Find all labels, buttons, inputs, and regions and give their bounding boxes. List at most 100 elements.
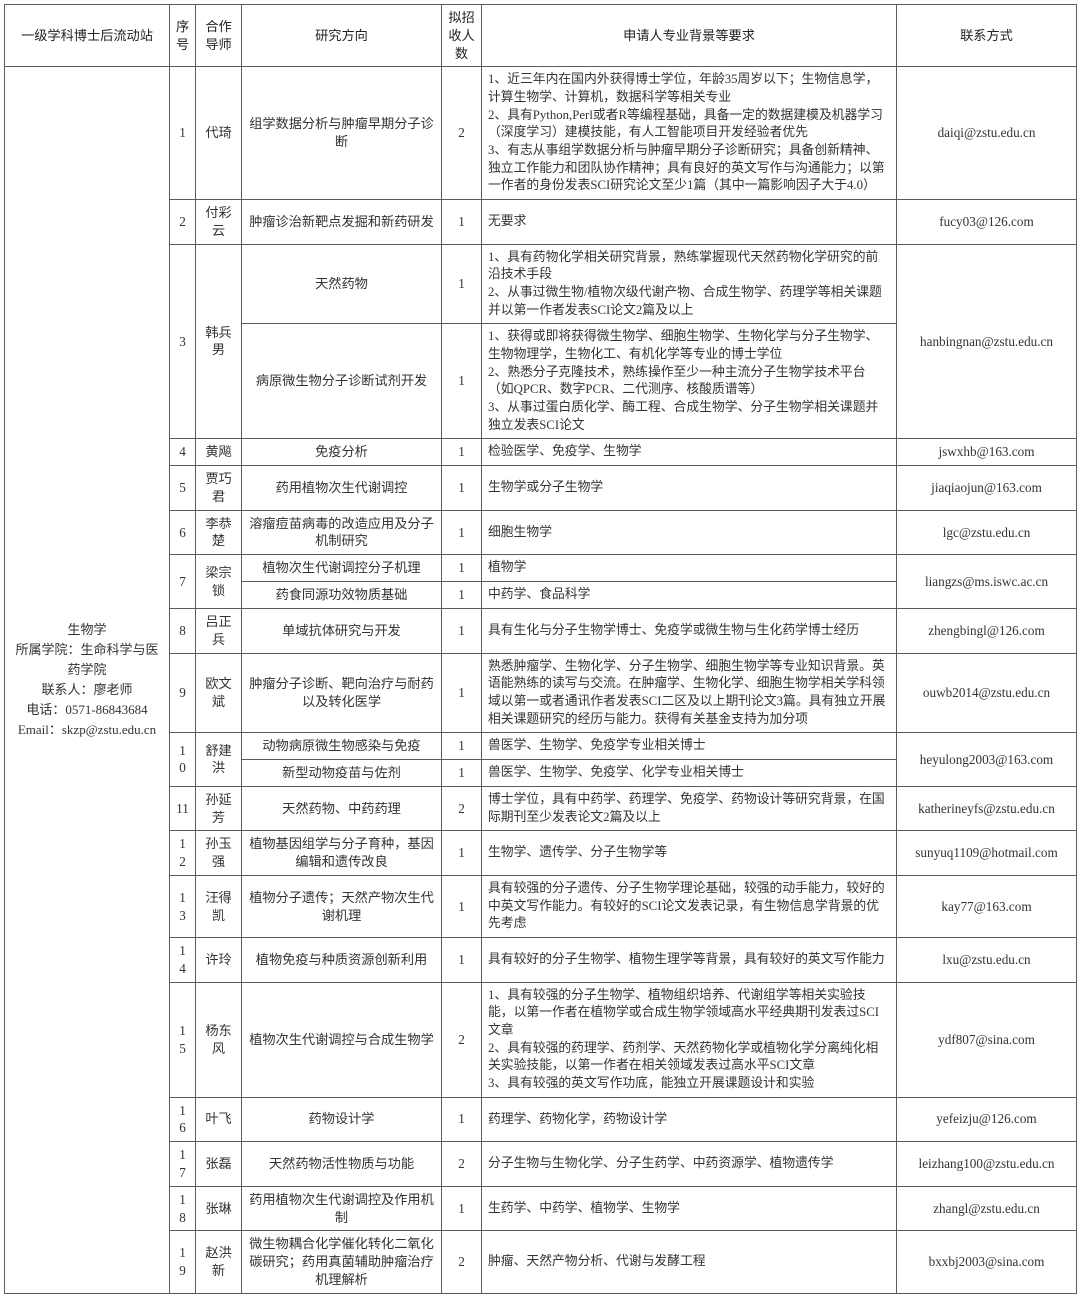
- header-station: 一级学科博士后流动站: [5, 5, 170, 67]
- seq-cell: 15: [170, 982, 196, 1097]
- direction-cell: 药用植物次生代谢调控: [242, 466, 442, 511]
- requirements-cell: 生药学、中药学、植物学、生物学: [482, 1186, 897, 1231]
- contact-cell: leizhang100@zstu.edu.cn: [897, 1142, 1077, 1187]
- requirements-cell: 具有生化与分子生物学博士、免疫学或微生物与生化药学博士经历: [482, 608, 897, 653]
- seq-cell: 3: [170, 244, 196, 439]
- advisor-cell: 汪得凯: [196, 876, 242, 938]
- direction-cell: 天然药物活性物质与功能: [242, 1142, 442, 1187]
- direction-cell: 组学数据分析与肿瘤早期分子诊断: [242, 67, 442, 200]
- contact-cell: katherineyfs@zstu.edu.cn: [897, 786, 1077, 831]
- count-cell: 1: [442, 555, 482, 582]
- direction-cell: 天然药物、中药药理: [242, 786, 442, 831]
- direction-cell: 微生物耦合化学催化转化二氧化碳研究；药用真菌辅助肿瘤治疗机理解析: [242, 1231, 442, 1293]
- count-cell: 1: [442, 439, 482, 466]
- table-row: 生物学所属学院：生命科学与医药学院联系人：廖老师电话：0571-86843684…: [5, 67, 1077, 200]
- count-cell: 1: [442, 510, 482, 555]
- requirements-cell: 分子生物与生物化学、分子生药学、中药资源学、植物遗传学: [482, 1142, 897, 1187]
- advisor-cell: 吕正兵: [196, 608, 242, 653]
- count-cell: 1: [442, 876, 482, 938]
- advisor-cell: 贾巧君: [196, 466, 242, 511]
- seq-cell: 17: [170, 1142, 196, 1187]
- count-cell: 2: [442, 982, 482, 1097]
- count-cell: 1: [442, 938, 482, 983]
- header-seq: 序号: [170, 5, 196, 67]
- requirements-cell: 1、具有较强的分子生物学、植物组织培养、代谢组学等相关实验技能，以第一作者在植物…: [482, 982, 897, 1097]
- contact-cell: lxu@zstu.edu.cn: [897, 938, 1077, 983]
- direction-cell: 新型动物疫苗与佐剂: [242, 759, 442, 786]
- count-cell: 2: [442, 1142, 482, 1187]
- contact-cell: jiaqiaojun@163.com: [897, 466, 1077, 511]
- advisor-cell: 孙玉强: [196, 831, 242, 876]
- requirements-cell: 兽医学、生物学、免疫学专业相关博士: [482, 733, 897, 760]
- header-row: 一级学科博士后流动站序号合作导师研究方向拟招收人数申请人专业背景等要求联系方式: [5, 5, 1077, 67]
- seq-cell: 13: [170, 876, 196, 938]
- advisor-cell: 孙延芳: [196, 786, 242, 831]
- seq-cell: 9: [170, 653, 196, 733]
- contact-cell: kay77@163.com: [897, 876, 1077, 938]
- advisor-cell: 欧文斌: [196, 653, 242, 733]
- requirements-cell: 细胞生物学: [482, 510, 897, 555]
- seq-cell: 2: [170, 200, 196, 245]
- seq-cell: 4: [170, 439, 196, 466]
- contact-cell: hanbingnan@zstu.edu.cn: [897, 244, 1077, 439]
- direction-cell: 肿瘤分子诊断、靶向治疗与耐药以及转化医学: [242, 653, 442, 733]
- advisor-cell: 赵洪新: [196, 1231, 242, 1293]
- seq-cell: 1: [170, 67, 196, 200]
- contact-cell: liangzs@ms.iswc.ac.cn: [897, 555, 1077, 609]
- count-cell: 2: [442, 786, 482, 831]
- count-cell: 1: [442, 582, 482, 609]
- contact-cell: ouwb2014@zstu.edu.cn: [897, 653, 1077, 733]
- contact-cell: sunyuq1109@hotmail.com: [897, 831, 1077, 876]
- requirements-cell: 兽医学、生物学、免疫学、化学专业相关博士: [482, 759, 897, 786]
- direction-cell: 植物免疫与种质资源创新利用: [242, 938, 442, 983]
- contact-cell: jswxhb@163.com: [897, 439, 1077, 466]
- requirements-cell: 1、近三年内在国内外获得博士学位，年龄35周岁以下；生物信息学，计算生物学、计算…: [482, 67, 897, 200]
- count-cell: 1: [442, 324, 482, 439]
- direction-cell: 药物设计学: [242, 1097, 442, 1142]
- postdoc-table: 一级学科博士后流动站序号合作导师研究方向拟招收人数申请人专业背景等要求联系方式生…: [4, 4, 1077, 1294]
- count-cell: 1: [442, 733, 482, 760]
- count-cell: 1: [442, 1186, 482, 1231]
- header-contact: 联系方式: [897, 5, 1077, 67]
- advisor-cell: 杨东风: [196, 982, 242, 1097]
- direction-cell: 药用植物次生代谢调控及作用机制: [242, 1186, 442, 1231]
- advisor-cell: 李恭楚: [196, 510, 242, 555]
- count-cell: 1: [442, 831, 482, 876]
- requirements-cell: 无要求: [482, 200, 897, 245]
- direction-cell: 单域抗体研究与开发: [242, 608, 442, 653]
- seq-cell: 16: [170, 1097, 196, 1142]
- contact-cell: zhengbingl@126.com: [897, 608, 1077, 653]
- advisor-cell: 付彩云: [196, 200, 242, 245]
- count-cell: 1: [442, 653, 482, 733]
- advisor-cell: 叶飞: [196, 1097, 242, 1142]
- count-cell: 1: [442, 244, 482, 324]
- seq-cell: 7: [170, 555, 196, 609]
- requirements-cell: 博士学位，具有中药学、药理学、免疫学、药物设计等研究背景，在国际期刊至少发表论文…: [482, 786, 897, 831]
- requirements-cell: 植物学: [482, 555, 897, 582]
- requirements-cell: 生物学、遗传学、分子生物学等: [482, 831, 897, 876]
- advisor-cell: 许玲: [196, 938, 242, 983]
- header-requirements: 申请人专业背景等要求: [482, 5, 897, 67]
- count-cell: 2: [442, 1231, 482, 1293]
- direction-cell: 病原微生物分子诊断试剂开发: [242, 324, 442, 439]
- advisor-cell: 韩兵男: [196, 244, 242, 439]
- direction-cell: 植物次生代谢调控分子机理: [242, 555, 442, 582]
- requirements-cell: 生物学或分子生物学: [482, 466, 897, 511]
- seq-cell: 6: [170, 510, 196, 555]
- header-direction: 研究方向: [242, 5, 442, 67]
- requirements-cell: 1、具有药物化学相关研究背景，熟练掌握现代天然药物化学研究的前沿技术手段2、从事…: [482, 244, 897, 324]
- count-cell: 1: [442, 608, 482, 653]
- direction-cell: 天然药物: [242, 244, 442, 324]
- seq-cell: 5: [170, 466, 196, 511]
- contact-cell: lgc@zstu.edu.cn: [897, 510, 1077, 555]
- direction-cell: 植物基因组学与分子育种，基因编辑和遗传改良: [242, 831, 442, 876]
- advisor-cell: 张琳: [196, 1186, 242, 1231]
- station-cell: 生物学所属学院：生命科学与医药学院联系人：廖老师电话：0571-86843684…: [5, 67, 170, 1293]
- contact-cell: daiqi@zstu.edu.cn: [897, 67, 1077, 200]
- count-cell: 1: [442, 200, 482, 245]
- direction-cell: 溶瘤痘苗病毒的改造应用及分子机制研究: [242, 510, 442, 555]
- header-count: 拟招收人数: [442, 5, 482, 67]
- seq-cell: 12: [170, 831, 196, 876]
- seq-cell: 10: [170, 733, 196, 787]
- advisor-cell: 梁宗锁: [196, 555, 242, 609]
